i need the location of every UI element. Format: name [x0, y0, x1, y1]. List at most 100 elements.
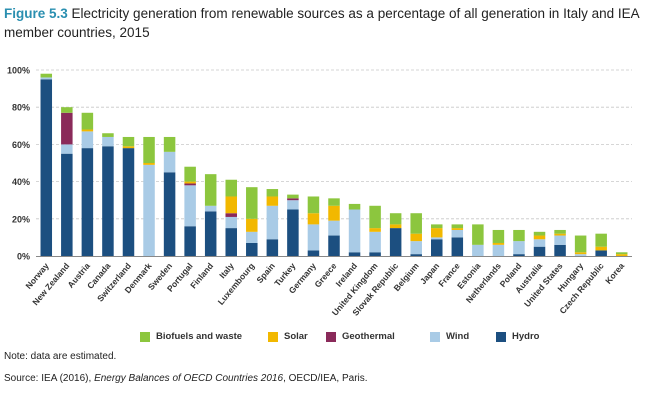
legend-swatch — [430, 331, 440, 342]
bar-segment-wind — [143, 164, 155, 256]
bar-segment-solar — [615, 254, 628, 256]
bar-segment-wind — [533, 239, 546, 247]
bar-segment-geothermal — [61, 112, 73, 145]
bar-segment-biofuels-and-waste — [204, 174, 217, 206]
bar-segment-hydro — [513, 254, 525, 256]
legend-item-geothermal: Geothermal — [326, 331, 395, 342]
bar-segment-wind — [287, 200, 299, 210]
bar-segment-hydro — [595, 250, 607, 256]
bar-segment-hydro — [328, 235, 340, 256]
bar-segment-solar — [143, 163, 155, 165]
bar-segment-biofuels-and-waste — [369, 205, 381, 229]
legend-label: Hydro — [512, 331, 540, 342]
bar-segment-wind — [554, 235, 566, 245]
bar-segment-geothermal — [225, 213, 237, 217]
bar-segment-biofuels-and-waste — [122, 136, 135, 147]
bar-segment-wind — [307, 224, 320, 251]
bar-segment-geothermal — [287, 198, 299, 201]
bar-segment-wind — [225, 216, 237, 229]
bar-segment-biofuels-and-waste — [554, 229, 566, 234]
bar-segment-wind — [369, 231, 381, 253]
bar-segment-solar — [246, 218, 258, 232]
bar-segment-wind — [574, 254, 587, 256]
bar-segment-solar — [431, 228, 443, 238]
bar-segment-hydro — [533, 246, 546, 256]
y-tick-label: 100% — [7, 66, 30, 76]
bar-segment-biofuels-and-waste — [287, 194, 299, 199]
bar-segment-biofuels-and-waste — [246, 187, 258, 219]
bar-segment-solar — [307, 213, 320, 225]
x-tick-label: Korea — [603, 261, 626, 286]
bar-segment-biofuels-and-waste — [163, 136, 176, 152]
bar-segment-biofuels-and-waste — [328, 198, 340, 206]
legend-swatch — [268, 331, 278, 342]
bar-segment-biofuels-and-waste — [492, 229, 505, 243]
bar-segment-wind — [348, 209, 361, 253]
bar-segment-geothermal — [184, 183, 196, 186]
bar-segment-solar — [533, 235, 546, 240]
legend-label: Geothermal — [342, 331, 395, 342]
bar-segment-hydro — [40, 79, 53, 256]
figure-label: Figure 5.3 — [4, 6, 68, 21]
legend-item-solar: Solar — [268, 331, 308, 342]
bar-segment-biofuels-and-waste — [61, 107, 73, 113]
bar-segment-solar — [266, 196, 279, 206]
bar-segment-hydro — [204, 211, 217, 256]
legend: Biofuels and waste Solar Geothermal Wind Hyd… — [140, 331, 610, 347]
y-tick-label: 0% — [17, 252, 30, 262]
y-tick-label: 20% — [12, 214, 30, 224]
bar-segment-biofuels-and-waste — [348, 203, 361, 210]
bar-segment-biofuels-and-waste — [143, 136, 155, 163]
source-suffix: , OECD/IEA, Paris. — [283, 373, 368, 384]
legend-item-hydro: Hydro — [496, 331, 539, 342]
bar-segment-wind — [40, 77, 53, 80]
y-tick-label: 40% — [12, 177, 30, 187]
legend-item-biofuels-and-waste: Biofuels and waste — [140, 331, 242, 342]
bar-segment-biofuels-and-waste — [472, 224, 484, 245]
bar-segment-hydro — [451, 237, 464, 256]
bar-segment-solar — [369, 228, 381, 232]
bar-segment-solar — [574, 252, 587, 255]
bar-segment-hydro — [246, 242, 258, 256]
bar-segment-hydro — [266, 239, 279, 256]
figure-title: Figure 5.3 Electricity generation from r… — [4, 4, 654, 42]
bar-segment-hydro — [369, 252, 381, 256]
bar-segment-wind — [328, 220, 340, 236]
bar-segment-hydro — [431, 239, 443, 256]
source-publication: Energy Balances of OECD Countries 2016 — [94, 373, 284, 384]
figure-title-text: Electricity generation from renewable so… — [4, 6, 639, 40]
bar-segment-biofuels-and-waste — [533, 231, 546, 236]
bar-segment-wind — [513, 241, 525, 255]
source-prefix: Source: IEA (2016), — [4, 373, 95, 384]
bar-segment-wind — [266, 205, 279, 240]
bar-segment-hydro — [410, 254, 422, 256]
bar-segment-hydro — [348, 252, 361, 256]
x-tick-label: Italy — [217, 261, 236, 281]
bar-segment-biofuels-and-waste — [266, 189, 279, 197]
legend-swatch — [140, 331, 150, 342]
bar-segment-biofuels-and-waste — [225, 179, 237, 197]
bar-segment-hydro — [287, 209, 299, 256]
bar-segment-solar — [451, 228, 464, 230]
bar-segment-solar — [492, 242, 505, 245]
note-text: Note: data are estimated. — [4, 351, 117, 362]
bar-segment-biofuels-and-waste — [410, 213, 422, 234]
legend-label: Biofuels and waste — [156, 331, 243, 342]
bar-segment-wind — [184, 185, 196, 227]
y-axis-tick-labels: 0% 20% 40% 60% 80% 100% — [7, 66, 30, 262]
bar-segment-biofuels-and-waste — [389, 213, 402, 225]
legend-item-wind: Wind — [430, 331, 469, 342]
bar-segment-biofuels-and-waste — [451, 224, 464, 229]
bar-segment-wind — [102, 136, 114, 147]
bar-segment-hydro — [554, 244, 566, 256]
bar-segment-solar — [410, 233, 422, 242]
bar-segment-solar — [225, 196, 237, 214]
bar-segment-biofuels-and-waste — [184, 166, 196, 182]
bar-segment-hydro — [184, 226, 196, 256]
bar-segment-wind — [204, 205, 217, 212]
bar-segment-wind — [431, 237, 443, 240]
bar-segment-biofuels-and-waste — [595, 233, 607, 247]
bar-segment-wind — [163, 151, 176, 173]
bars — [40, 73, 628, 256]
